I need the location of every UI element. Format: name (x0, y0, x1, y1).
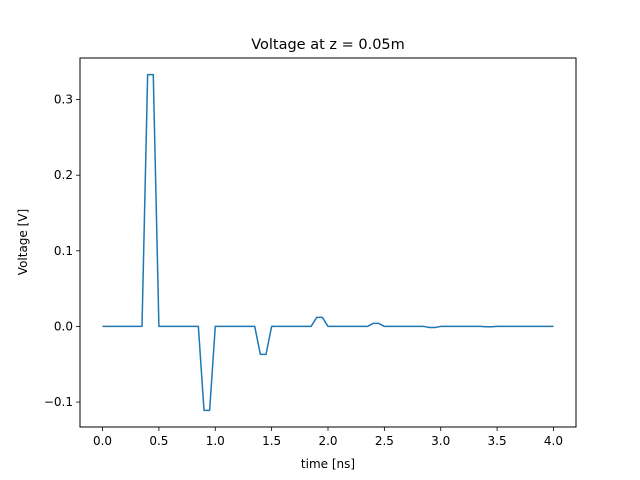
x-tick-label: 0.5 (149, 434, 168, 448)
x-tick-label: 0.0 (93, 434, 112, 448)
y-axis-label: Voltage [V] (16, 209, 30, 275)
x-tick-label: 4.0 (544, 434, 563, 448)
y-tick-label: 0.2 (54, 168, 73, 182)
chart-title: Voltage at z = 0.05m (251, 37, 405, 53)
x-tick-label: 3.0 (431, 434, 450, 448)
y-tick-label: −0.1 (44, 395, 73, 409)
x-tick-label: 2.0 (318, 434, 337, 448)
y-tick-label: 0.3 (54, 93, 73, 107)
x-tick-label: 3.5 (488, 434, 507, 448)
voltage-series-line (102, 73, 554, 412)
x-tick-label: 1.5 (262, 434, 281, 448)
x-tick-label: 1.0 (206, 434, 225, 448)
y-tick-label: 0.1 (54, 244, 73, 258)
x-axis-label: time [ns] (301, 457, 355, 471)
y-tick-label: 0.0 (54, 319, 73, 333)
x-tick-label: 2.5 (375, 434, 394, 448)
